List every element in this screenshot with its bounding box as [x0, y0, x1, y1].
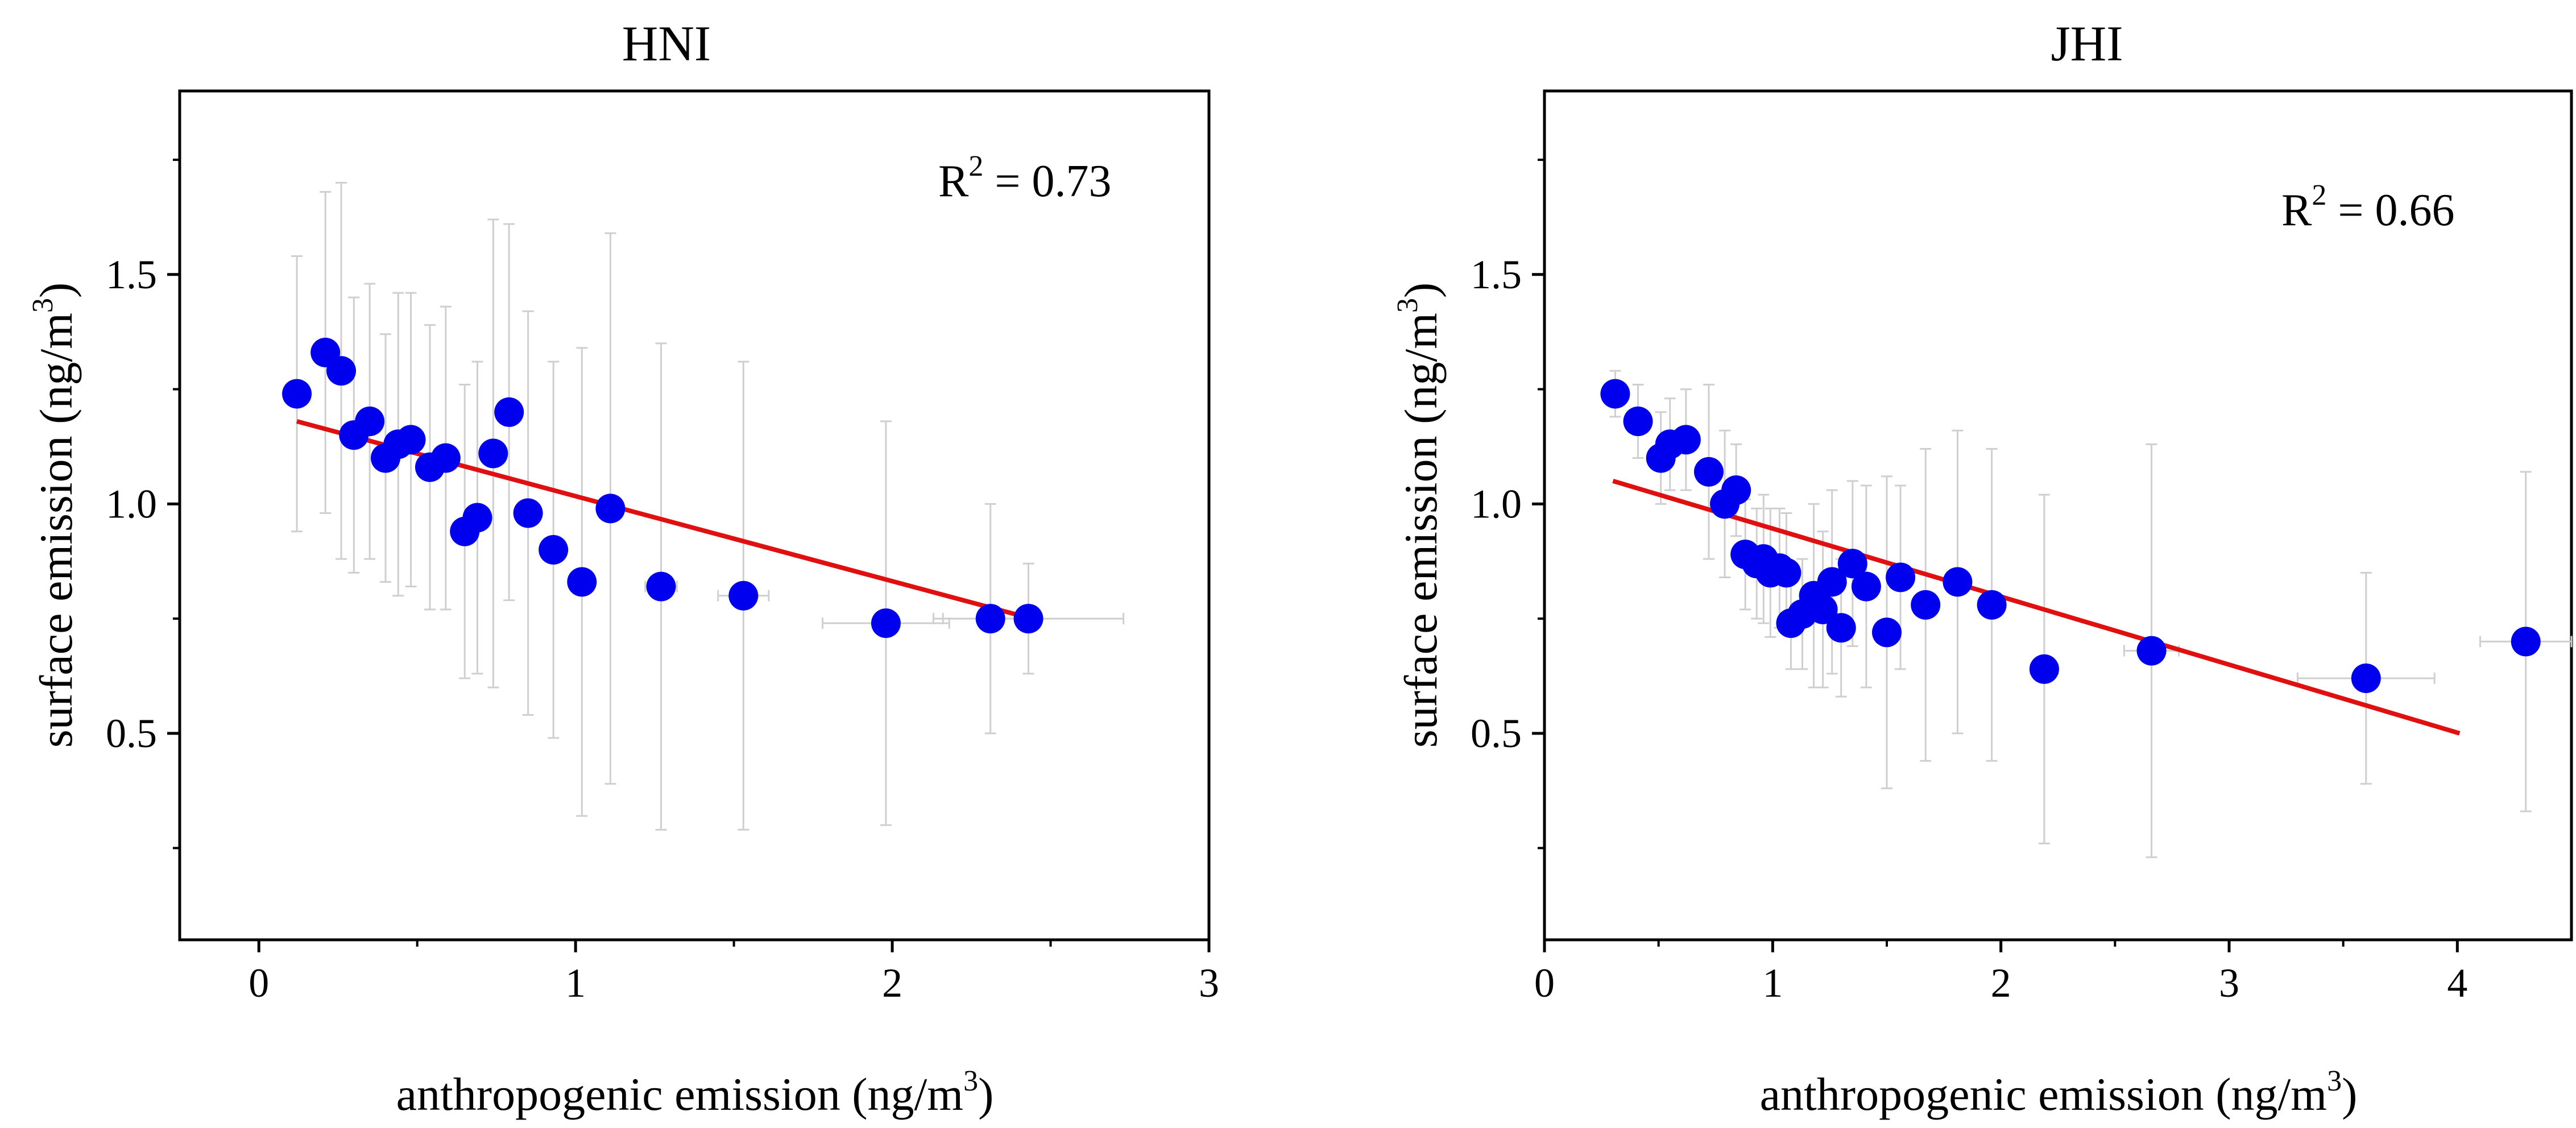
jhi-x-axis-label: anthropogenic emission (ng/m3) — [1760, 1065, 2358, 1120]
jhi-x-tick-label-4: 4 — [2447, 960, 2467, 1006]
hni-data-point-13 — [494, 397, 524, 427]
jhi-y-tick-label-1: 1.0 — [1471, 481, 1522, 526]
hni-data-point-17 — [595, 494, 626, 524]
hni-r2-value: = 0.73 — [983, 156, 1111, 206]
hni-x-tick-label-2: 2 — [882, 960, 902, 1006]
hni-r2-sup: 2 — [968, 150, 983, 183]
jhi-data-point-0 — [1600, 379, 1630, 409]
jhi-data-point-17 — [1808, 594, 1838, 624]
jhi-data-point-7 — [1721, 475, 1751, 505]
jhi-x-tick-label-1: 1 — [1762, 960, 1783, 1006]
hni-ylabel-end: ) — [30, 283, 82, 298]
hni-x-tick-label-3: 3 — [1199, 960, 1219, 1006]
hni-data-point-22 — [1013, 604, 1043, 634]
hni-fit-line-group — [296, 419, 1033, 621]
hni-x-tick-label-1: 1 — [565, 960, 586, 1006]
hni-ylabel-sup: 3 — [27, 298, 59, 313]
hni-y-tick-label-0: 0.5 — [106, 711, 157, 756]
hni-r2-annotation: R2 = 0.73 — [938, 150, 1111, 206]
jhi-data-point-21 — [1851, 571, 1881, 602]
jhi-data-point-22 — [1872, 617, 1902, 648]
hni-data-point-16 — [567, 567, 597, 597]
jhi-data-point-19 — [1826, 613, 1856, 643]
jhi-xlabel-sup: 3 — [2327, 1065, 2342, 1097]
jhi-data-point-26 — [1977, 590, 2007, 620]
hni-ticks: 0 1 2 3 0.5 1.0 1.5 — [106, 159, 1219, 1006]
hni-data-point-18 — [646, 571, 676, 602]
jhi-y-tick-label-2: 1.5 — [1471, 252, 1522, 297]
hni-data-point-11 — [462, 503, 492, 533]
jhi-r2-value: = 0.66 — [2326, 185, 2454, 235]
jhi-data-point-4 — [1671, 425, 1701, 455]
hni-data-point-12 — [478, 438, 508, 468]
hni-panel: HNI 0 1 2 30.51.01.5 R2 = 0.73 anthropogeni… — [27, 16, 1219, 1120]
hni-plot-frame — [178, 89, 1211, 942]
hni-data-point-9 — [430, 443, 461, 473]
hni-xlabel-main: anthropogenic emission (ng/m — [396, 1068, 964, 1120]
jhi-data-point-28 — [2136, 636, 2167, 666]
jhi-r2-sup: 2 — [2312, 179, 2326, 212]
hni-xlabel-end: ) — [978, 1068, 993, 1120]
jhi-xlabel-main: anthropogenic emission (ng/m — [1760, 1068, 2327, 1120]
jhi-ylabel-main: surface emission (ng/m — [1395, 313, 1447, 748]
hni-data-point-7 — [396, 425, 426, 455]
hni-data-point-15 — [539, 535, 569, 565]
hni-data-point-2 — [326, 356, 357, 386]
hni-data-point-20 — [871, 608, 901, 638]
hni-y-tick-label-1: 1.0 — [106, 481, 157, 526]
jhi-fit-line-group — [1612, 479, 2461, 736]
hni-x-axis-label: anthropogenic emission (ng/m3) — [396, 1065, 994, 1120]
hni-fit-line — [296, 419, 1033, 621]
jhi-title: JHI — [2051, 16, 2123, 72]
jhi-data-point-29 — [2351, 663, 2381, 693]
jhi-x-tick-label-2: 2 — [1991, 960, 2011, 1006]
hni-xlabel-sup: 3 — [963, 1065, 978, 1097]
hni-title: HNI — [622, 16, 711, 72]
jhi-x-tick-label-0: 0 — [1534, 960, 1555, 1006]
hni-ylabel-main: surface emission (ng/m — [30, 313, 82, 748]
hni-data-point-4 — [355, 407, 385, 437]
hni-x-tick-label-0: 0 — [249, 960, 269, 1006]
jhi-ticks: 0 1 2 3 4 0.5 1.0 1.5 — [1471, 159, 2467, 1006]
jhi-errorbars — [1609, 370, 2573, 859]
hni-y-axis-label: surface emission (ng/m3) — [27, 283, 82, 748]
hni-points — [282, 338, 1043, 638]
jhi-y-tick-label-0: 0.5 — [1471, 711, 1522, 756]
jhi-y-axis-label: surface emission (ng/m3) — [1391, 283, 1447, 748]
jhi-fit-line — [1612, 479, 2461, 736]
hni-data-point-0 — [282, 379, 312, 409]
jhi-data-point-13 — [1771, 558, 1801, 588]
jhi-data-point-5 — [1693, 457, 1724, 487]
hni-r2-main: R — [938, 156, 969, 206]
jhi-data-point-20 — [1837, 549, 1867, 579]
jhi-data-point-30 — [2511, 627, 2541, 657]
jhi-plot-frame — [1543, 89, 2573, 942]
hni-errorbars — [289, 181, 1125, 831]
jhi-data-point-23 — [1886, 562, 1916, 592]
jhi-x-tick-label-3: 3 — [2219, 960, 2239, 1006]
jhi-points — [1600, 379, 2541, 693]
jhi-data-point-24 — [1911, 590, 1941, 620]
jhi-r2-main: R — [2281, 185, 2312, 235]
jhi-data-point-18 — [1817, 567, 1847, 597]
jhi-ylabel-sup: 3 — [1391, 298, 1424, 313]
hni-y-tick-label-2: 1.5 — [106, 252, 157, 297]
jhi-ylabel-end: ) — [1395, 283, 1447, 298]
jhi-data-point-1 — [1623, 407, 1653, 437]
hni-data-point-19 — [728, 580, 759, 611]
hni-data-point-21 — [975, 604, 1005, 634]
jhi-data-point-27 — [2029, 654, 2059, 684]
jhi-data-point-25 — [1943, 567, 1973, 597]
jhi-xlabel-end: ) — [2342, 1068, 2357, 1120]
hni-data-point-14 — [513, 498, 543, 528]
jhi-r2-annotation: R2 = 0.66 — [2281, 179, 2454, 235]
jhi-panel: JHI 0 1 2 3 40.51.01.5 R2 = 0.66 anthropogen… — [1391, 16, 2573, 1120]
